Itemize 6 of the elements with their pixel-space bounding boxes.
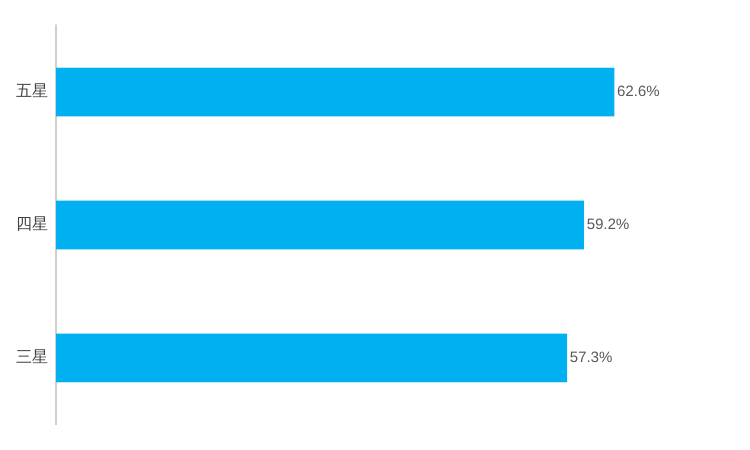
data-label: 62.6% <box>617 83 660 100</box>
y-tick-label: 五星 <box>16 81 48 100</box>
data-label: 57.3% <box>570 349 612 366</box>
y-tick-label: 三星 <box>16 347 48 366</box>
y-tick-label: 四星 <box>16 214 48 234</box>
data-label: 59.2% <box>586 216 630 234</box>
